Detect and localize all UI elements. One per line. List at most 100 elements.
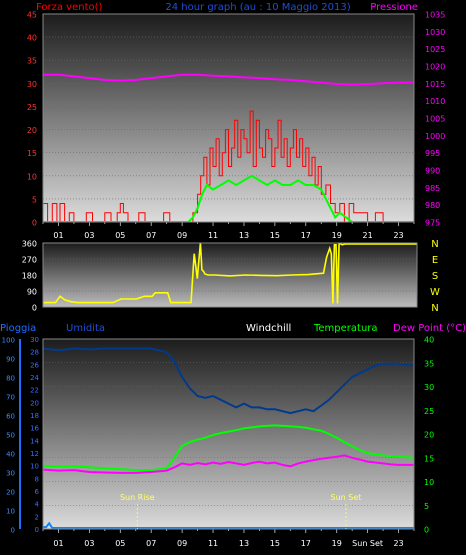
humidity-tick-label: 10 (30, 463, 39, 471)
dew-point-line (43, 454, 414, 474)
climate-legend: Pioggia Umidita Windchill Temperatura Dew Po… (0, 323, 466, 334)
sun-set-label: Sun Set (331, 493, 362, 502)
humidity-tick-label: 0 (35, 526, 39, 534)
wind-tick-label: 25 (27, 103, 37, 112)
rain-tick-label: 10 (6, 508, 15, 516)
direction-tick-label: 270 (22, 256, 37, 265)
legend-windchill: Windchill (246, 323, 291, 334)
pressure-axis-label: Pressione (370, 2, 418, 13)
pressure-tick-label: 1000 (425, 132, 445, 141)
direction-tick-label: 0 (32, 304, 37, 313)
rain-tick-label: 50 (6, 432, 15, 440)
pressure-tick-label: 990 (425, 167, 440, 176)
pressure-tick-label: 975 (425, 219, 440, 228)
sun-rise-label: Sun Rise (120, 493, 155, 502)
climate-x-tick-label: 11 (208, 539, 218, 548)
wind-tick-label: 35 (27, 57, 37, 66)
wind-speed-line (43, 110, 414, 222)
wind-tick-label: 30 (27, 80, 37, 89)
temperature-tick-label: 35 (424, 359, 434, 368)
climate-x-tick-label: 17 (301, 539, 311, 548)
pressure-tick-label: 1035 (425, 11, 445, 20)
wind-tick-label: 5 (32, 195, 37, 204)
pressure-tick-label: 995 (425, 149, 440, 158)
climate-x-tick-label: 09 (177, 539, 187, 548)
rain-line (43, 521, 414, 529)
wind-tick-label: 45 (27, 11, 37, 20)
temperature-tick-label: 0 (424, 526, 429, 535)
climate-x-tick-label: 03 (84, 539, 94, 548)
rain-tick-label: 80 (6, 375, 15, 383)
wind-tick-label: 20 (27, 126, 37, 135)
wind-tick-label: 10 (27, 172, 37, 181)
rain-tick-label: 20 (6, 489, 15, 497)
humidity-tick-label: 28 (30, 349, 39, 357)
rain-axis-bar (19, 339, 21, 529)
wind-x-tick-label: 17 (301, 231, 311, 240)
compass-label: N (431, 239, 438, 250)
humidity-tick-label: 12 (30, 450, 39, 458)
wind-gust-line (43, 174, 414, 222)
pressure-tick-label: 1010 (425, 97, 445, 106)
humidity-tick-label: 18 (30, 412, 39, 420)
pressure-tick-label: 980 (425, 201, 440, 210)
humidity-tick-label: 4 (35, 501, 40, 509)
climate-x-tick-label: 01 (53, 539, 63, 548)
climate-x-tick-label: 13 (239, 539, 249, 548)
wind-panel-tick-labels: 0510152025303540459759809859909951000100… (27, 11, 446, 241)
wind-panel-background (43, 14, 414, 222)
climate-panel-tick-labels: 0510152025303540010203040506070809010002… (2, 336, 435, 549)
rain-tick-label: 40 (6, 451, 15, 459)
temperature-tick-label: 20 (424, 431, 434, 440)
wind-x-tick-label: 01 (53, 231, 63, 240)
wind-x-tick-label: 15 (270, 231, 280, 240)
temperature-tick-label: 25 (424, 407, 434, 416)
pressure-tick-label: 1020 (425, 63, 445, 72)
climate-panel-series (43, 347, 414, 529)
humidity-tick-label: 26 (30, 361, 39, 369)
temperature-tick-label: 30 (424, 383, 434, 392)
legend-dew-point: Dew Point (°C) (393, 323, 466, 334)
direction-panel-series (43, 243, 417, 304)
pressure-line (43, 73, 414, 86)
humidity-tick-label: 20 (30, 399, 39, 407)
wind-x-tick-label: 09 (177, 231, 187, 240)
wind-x-tick-label: 21 (363, 231, 373, 240)
compass-label: S (432, 271, 438, 282)
compass-label: W (430, 287, 440, 298)
humidity-tick-label: 2 (35, 513, 39, 521)
direction-tick-label: 90 (27, 288, 37, 297)
wind-tick-label: 40 (27, 34, 37, 43)
legend-rain: Pioggia (0, 323, 36, 334)
chart-title: 24 hour graph (au : 10 Maggio 2013) (165, 2, 350, 13)
humidity-tick-label: 24 (30, 374, 39, 382)
temperature-tick-label: 5 (424, 502, 429, 511)
direction-tick-label: 180 (22, 272, 37, 281)
compass-label: E (432, 255, 438, 266)
humidity-tick-label: 6 (35, 488, 40, 496)
rain-tick-label: 70 (6, 394, 15, 402)
wind-x-tick-label: 03 (84, 231, 94, 240)
temperature-tick-label: 10 (424, 478, 434, 487)
climate-x-tick-label: 05 (115, 539, 125, 548)
wind-x-tick-label: 19 (332, 231, 342, 240)
wind-axis-label: Forza vento() (36, 2, 103, 13)
wind-direction-line (43, 243, 417, 304)
humidity-tick-label: 16 (30, 425, 39, 433)
temperature-tick-label: 15 (424, 454, 434, 463)
wind-x-tick-label: 23 (393, 231, 403, 240)
humidity-tick-label: 30 (30, 336, 39, 344)
wind-x-tick-label: 05 (115, 231, 125, 240)
wind-tick-label: 0 (32, 219, 37, 228)
direction-tick-label: 360 (22, 240, 37, 249)
sun-markers: Sun Rise Sun Set (120, 493, 361, 529)
humidity-tick-label: 22 (30, 387, 39, 395)
climate-x-tick-label: 23 (393, 539, 403, 548)
humidity-tick-label: 14 (30, 437, 39, 445)
pressure-tick-label: 985 (425, 184, 440, 193)
legend-humidity: Umidita (66, 323, 105, 334)
pressure-tick-label: 1025 (425, 45, 445, 54)
